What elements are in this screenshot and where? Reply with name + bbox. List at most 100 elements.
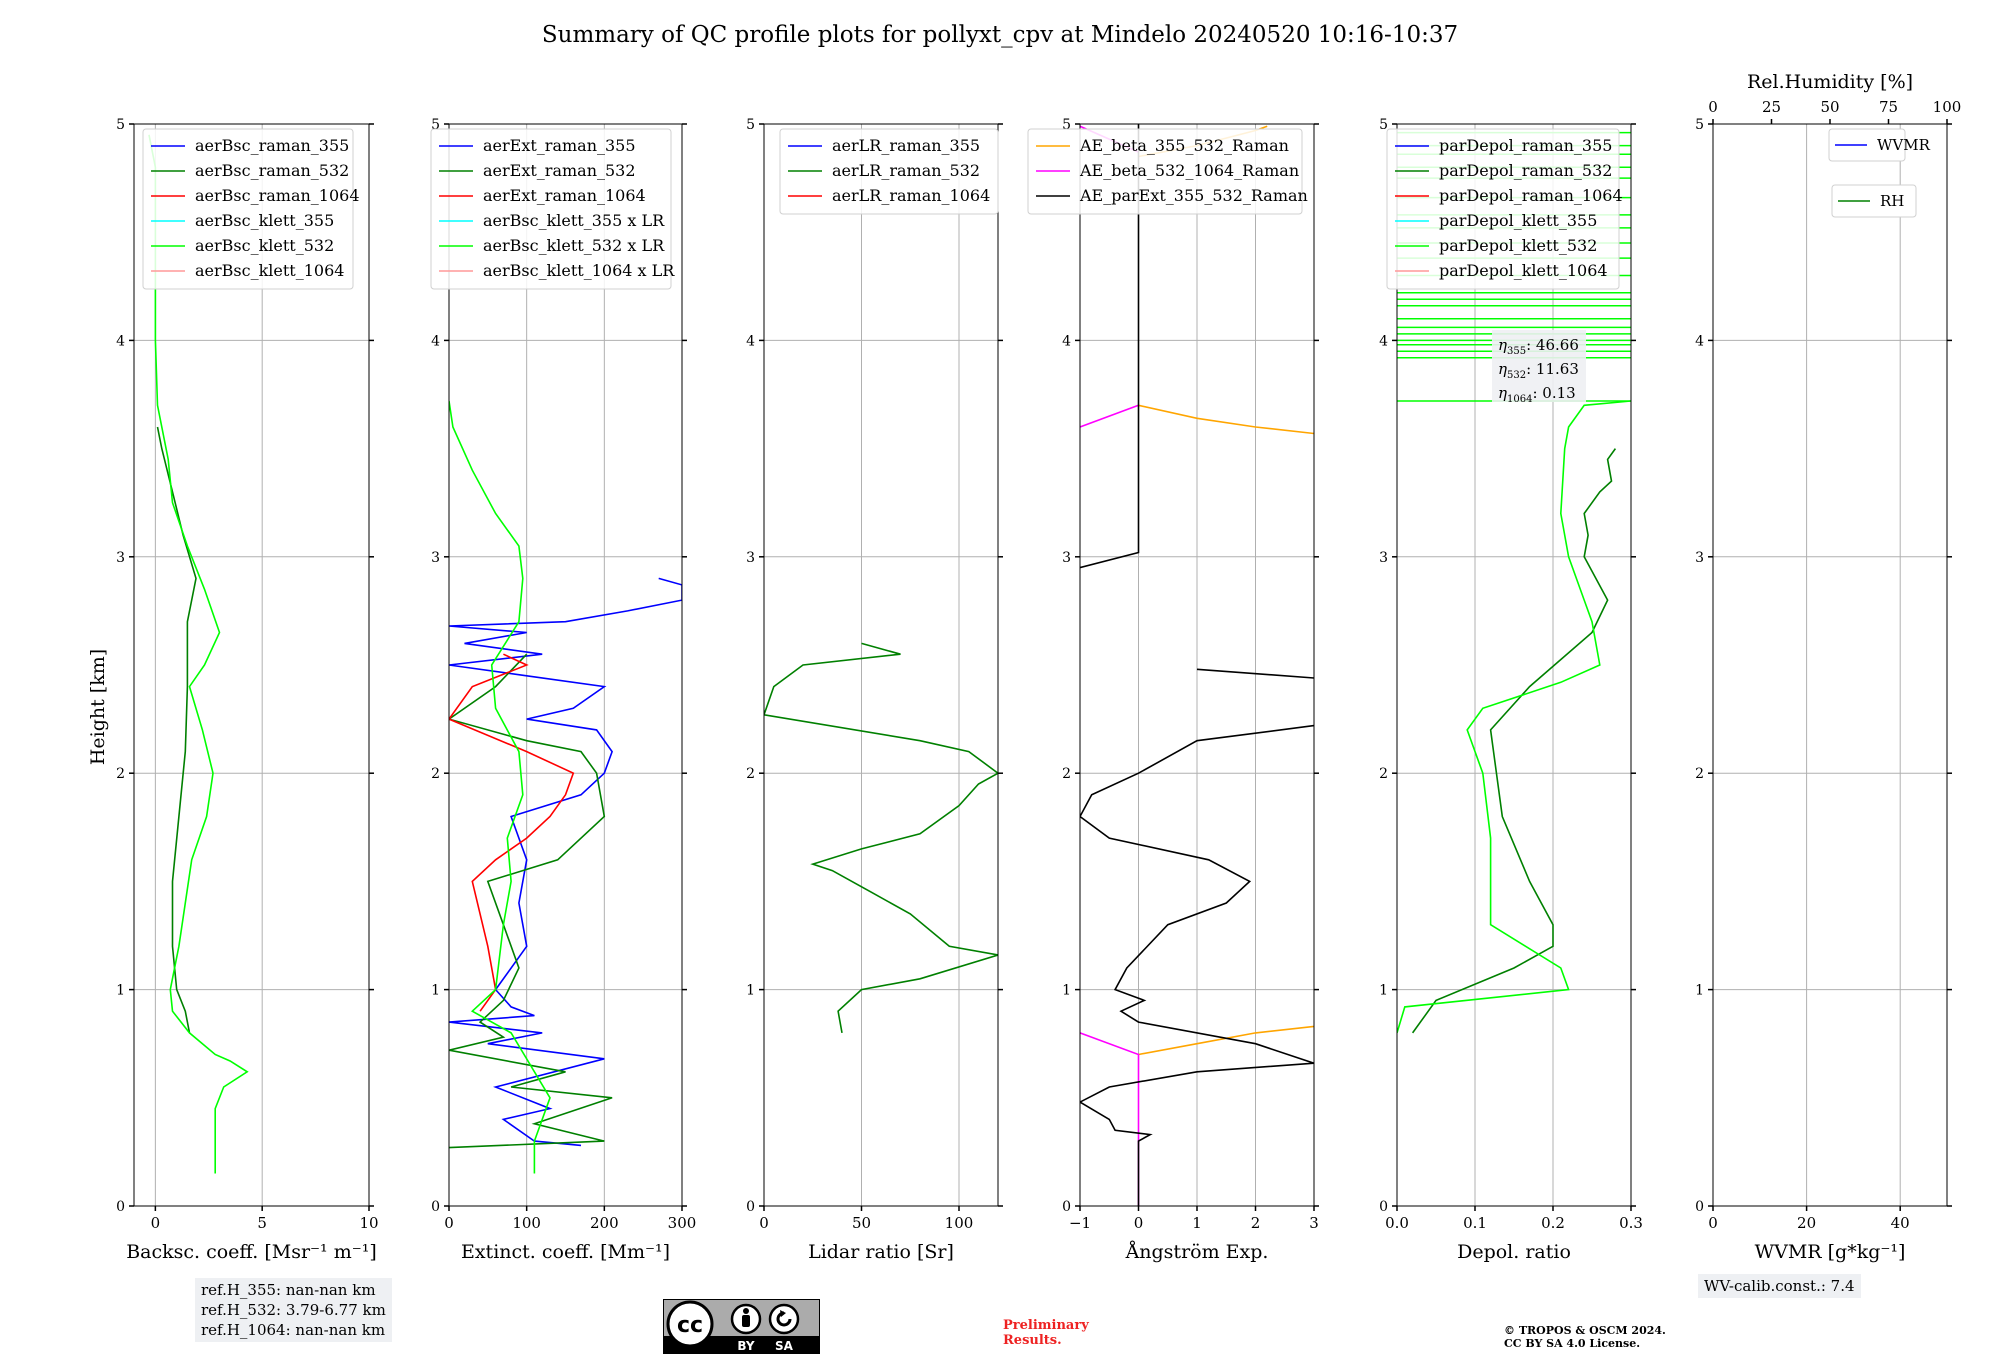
legend-label: parDepol_klett_1064 [1439, 261, 1608, 280]
axes-frame [448, 123, 683, 1207]
y-tick-label: 2 [116, 766, 125, 782]
x-tick-label: 0 [1134, 1214, 1144, 1232]
legend-box [1386, 128, 1620, 290]
legend-box [142, 128, 354, 290]
x2-axis-label: Rel.Humidity [%] [1747, 71, 1913, 93]
x-tick-label: 50 [852, 1214, 871, 1232]
x-tick-label: 5 [257, 1214, 267, 1232]
series-line-ae-parext-355-532-raman-upper- [1080, 124, 1140, 569]
x-tick-label: 300 [668, 1214, 697, 1232]
legend-label: parDepol_raman_1064 [1439, 186, 1623, 205]
x2-tick-label: 25 [1762, 98, 1781, 116]
x-tick-label: 1 [1192, 1214, 1202, 1232]
eta-subscript: 1064 [1507, 394, 1532, 405]
axes-frame [133, 123, 370, 1207]
legend-label: parDepol_klett_355 [1439, 211, 1597, 230]
series-line-aerbsc-klett-532-x-lr [449, 400, 551, 1174]
series-line-aerlr-raman-532 [764, 642, 998, 1034]
x-axis-label: WVMR [g*kg⁻¹] [1755, 1241, 1906, 1263]
legend-label: aerBsc_raman_532 [195, 161, 349, 180]
legend-label: WVMR [1877, 136, 1931, 154]
x-tick-label: 0 [759, 1214, 769, 1232]
series-line-pardepol-raman-532 [1411, 448, 1617, 1034]
y-tick-label: 0 [431, 1199, 440, 1215]
y-tick-label: 3 [1062, 550, 1071, 566]
legend-label: AE_beta_532_1064_Raman [1079, 161, 1299, 180]
legend-label: AE_beta_355_532_Raman [1079, 136, 1289, 155]
eta-symbol: η [1498, 336, 1507, 354]
y-tick-label: 3 [431, 550, 440, 566]
series-line-ae-beta-532-1064-raman-upper- [1080, 404, 1139, 428]
x-tick-label: 0.1 [1463, 1214, 1487, 1232]
legend-label: aerExt_raman_355 [483, 136, 636, 155]
y-tick-label: 4 [1695, 333, 1704, 349]
x2-tick-label: 50 [1820, 98, 1839, 116]
y-tick-label: 0 [746, 1199, 755, 1215]
x-tick-label: 2 [1251, 1214, 1261, 1232]
y-tick-label: 1 [1379, 983, 1388, 999]
eta-value: : 11.63 [1526, 360, 1579, 378]
y-tick-label: 4 [746, 333, 755, 349]
x-tick-label: 200 [590, 1214, 619, 1232]
eta-subscript: 355 [1507, 346, 1526, 357]
axes-frame [763, 123, 999, 1207]
x-tick-label: 20 [1797, 1214, 1816, 1232]
legend-label: AE_parExt_355_532_Raman [1079, 186, 1308, 205]
panel-2: 0 1 2 3 4 5 0 100 200 300 Extinct. coeff. [Mm⁻¹] ae… [430, 117, 697, 1263]
sa-label: SA [775, 1339, 794, 1353]
series-line-ae-parext-355-532-raman-mid- [1196, 668, 1314, 679]
panel-5: 0 1 2 3 4 5 0.0 0.1 0.2 0.3 Depol. ratio parDepol_r… [1379, 117, 1643, 1263]
legend: parDepol_raman_355 parDepol_raman_532 parD… [1386, 128, 1623, 290]
series-line-aerext-raman-355 [449, 577, 682, 1147]
series-line-ae-beta-355-532-raman [1138, 1025, 1314, 1056]
sa-share-icon [768, 1303, 800, 1335]
cc-by-sa-logo: cc BY SA [663, 1299, 820, 1354]
wv-calibration-box: WV-calib.const.: 7.4 [1698, 1274, 1861, 1298]
y-tick-label: 5 [116, 117, 125, 133]
refh-355: ref.H_355: nan-nan km [201, 1281, 376, 1299]
eta-value: : 0.13 [1532, 384, 1575, 402]
copyright-line-1: © TROPOS & OSCM 2024. [1504, 1324, 1666, 1337]
y-axis-label: Height [km] [87, 649, 109, 765]
x2-tick-label: 100 [1933, 98, 1962, 116]
legend-label: parDepol_klett_532 [1439, 236, 1597, 255]
x2-tick-label: 75 [1879, 98, 1898, 116]
legend-label: aerBsc_klett_532 x LR [483, 236, 665, 255]
y-tick-label: 0 [1695, 1199, 1704, 1215]
series-line-aerbsc-klett-532 [148, 134, 249, 1174]
eta-value: : 46.66 [1526, 336, 1579, 354]
legend-label: aerLR_raman_355 [832, 136, 980, 155]
legend-label: aerLR_raman_532 [832, 161, 980, 180]
x-axis-label: Lidar ratio [Sr] [808, 1241, 954, 1263]
legend: aerBsc_raman_355 aerBsc_raman_532 aerBsc_r… [142, 128, 360, 290]
y-tick-label: 5 [1062, 117, 1071, 133]
legend: aerLR_raman_355 aerLR_raman_532 aerLR_rama… [779, 128, 999, 215]
y-tick-label: 3 [1379, 550, 1388, 566]
y-tick-label: 4 [1379, 333, 1388, 349]
legend-box [1831, 184, 1917, 218]
series-line-aerext-raman-532 [449, 653, 613, 1149]
eta-symbol: η [1498, 384, 1507, 402]
x-tick-label: 0.2 [1541, 1214, 1565, 1232]
x-tick-label: 40 [1891, 1214, 1910, 1232]
x-tick-label: 100 [945, 1214, 974, 1232]
legend-label: aerLR_raman_1064 [832, 186, 990, 205]
y-tick-label: 5 [746, 117, 755, 133]
series-line-aerbsc-raman-532 [156, 426, 197, 1034]
legend: WVMR RH [1828, 128, 1931, 218]
legend-label: parDepol_raman_355 [1439, 136, 1612, 155]
x-tick-label: 10 [359, 1214, 378, 1232]
legend-label: aerBsc_klett_355 [195, 211, 334, 230]
main-title: Summary of QC profile plots for pollyxt_… [541, 22, 1459, 48]
legend-label: RH [1880, 192, 1904, 210]
legend-label: aerBsc_klett_1064 [195, 261, 344, 280]
by-label: BY [737, 1339, 754, 1353]
reference-height-box: ref.H_355: nan-nan km ref.H_532: 3.79-6.7… [195, 1278, 392, 1342]
legend: aerExt_raman_355 aerExt_raman_532 aerExt_r… [430, 128, 675, 290]
x-tick-label: 0 [444, 1214, 454, 1232]
y-tick-label: 1 [1695, 983, 1704, 999]
y-tick-label: 5 [1379, 117, 1388, 133]
eta-line: η355: 46.66 [1498, 336, 1579, 357]
